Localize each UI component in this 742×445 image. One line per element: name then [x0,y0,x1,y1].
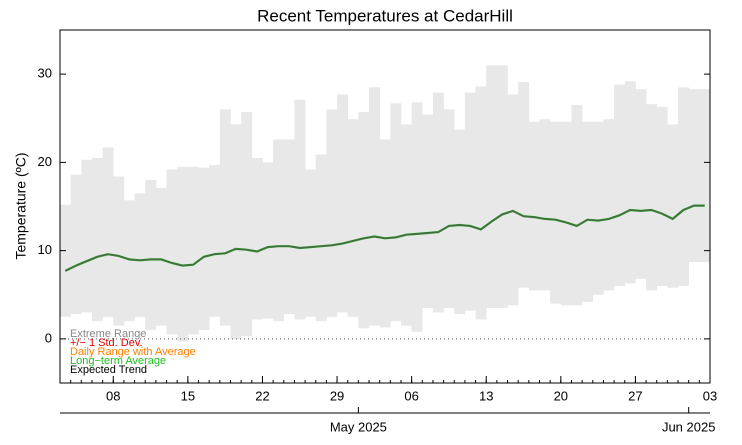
range-bar [624,81,636,284]
range-bar [219,109,231,326]
range-bar [443,109,455,308]
range-bar [283,139,295,315]
range-bar [454,129,466,315]
range-bar [550,121,562,304]
x-tick-label: 27 [628,388,642,403]
month-label: May 2025 [330,419,387,434]
legend-entry: Expected Trend [70,364,147,376]
range-bar [592,121,604,295]
y-tick-label: 10 [38,242,52,257]
range-bar [155,187,167,326]
range-bar [187,166,199,335]
range-bar [656,106,668,286]
legend-entry: Daily Range with Average [70,346,196,358]
range-bar [571,105,583,306]
range-bar [486,65,498,308]
chart-title: Recent Temperatures at CedarHill [257,6,513,25]
legend-entry: Long−term Average [70,355,166,367]
range-bar [70,174,82,315]
x-tick-label: 13 [479,388,493,403]
range-bar [518,82,530,288]
range-bar [358,112,370,329]
range-bar [166,169,178,335]
range-bar [603,119,615,291]
range-bar [273,139,285,322]
range-bar [251,157,263,320]
range-bar [560,121,572,306]
range-bar [337,94,349,313]
range-bar [539,119,551,291]
x-tick-label: 06 [404,388,418,403]
range-bar [262,162,274,319]
range-bar [464,92,476,311]
legend-entry: +/− 1 Std. Dev. [70,337,143,349]
trend-line-core [64,204,705,272]
range-bar [614,84,626,286]
range-bar [635,89,647,279]
range-bar [315,154,327,322]
month-label: Jun 2025 [662,419,716,434]
legend-entry: Extreme Range [70,328,146,340]
range-bar [91,157,103,322]
x-tick-label: 22 [255,388,269,403]
range-bar [646,104,658,291]
range-bar [475,86,487,320]
range-bar [688,89,700,263]
y-tick-label: 0 [45,330,52,345]
range-bar [528,121,540,291]
range-bar [422,114,434,308]
range-bar [134,193,146,317]
y-tick-label: 20 [38,154,52,169]
y-tick-label: 30 [38,66,52,81]
range-bar [582,121,594,302]
range-bar [145,180,157,331]
x-tick-label: 15 [181,388,195,403]
range-bar [432,92,444,313]
range-bar [667,124,679,288]
range-bar [81,159,93,313]
range-bar [305,169,317,317]
range-bar [507,94,519,306]
x-tick-label: 08 [106,388,120,403]
range-bar [209,165,221,317]
range-bar [369,87,380,326]
range-bar [390,103,402,322]
range-bar [113,176,125,326]
range-bar [400,124,412,326]
y-axis-label: Temperature (ºC) [13,152,29,259]
range-bar [198,167,210,331]
x-tick-label: 03 [703,388,717,403]
range-bar [411,102,423,332]
x-tick-label: 20 [554,388,568,403]
x-tick-label: 29 [330,388,344,403]
range-bar [123,200,135,322]
range-bar [60,204,71,317]
range-bar [678,87,689,286]
range-bar [177,166,189,342]
plot-frame [59,29,711,384]
range-bar [230,124,242,339]
range-bar [102,147,114,317]
range-bar [379,139,391,328]
range-bar [699,89,711,263]
range-bar [294,99,306,320]
range-bar [241,112,253,337]
range-bar [347,119,359,317]
range-bar [496,65,508,308]
range-bar [326,109,338,317]
